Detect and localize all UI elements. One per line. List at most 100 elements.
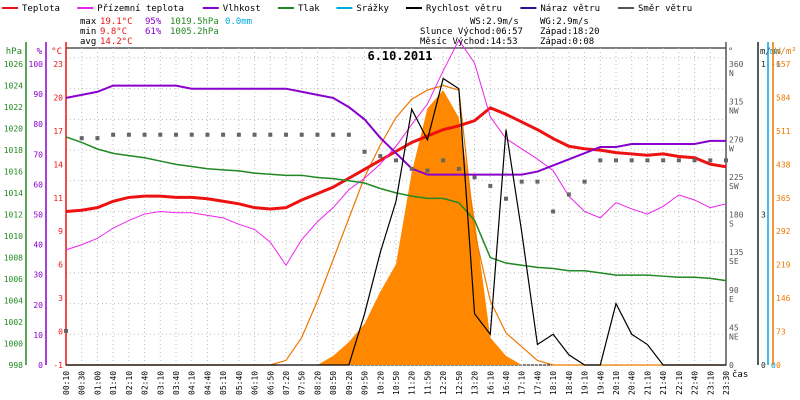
direction-axis-tick: S [729,220,734,229]
x-tick-label: 16:40 [502,371,511,395]
x-tick-label: 09:50 [361,371,370,395]
x-tick-label: 06:50 [266,371,275,395]
stat-label: max [80,17,97,27]
stat-temp: 19.1°C [100,17,133,27]
wind-direction-points [64,132,728,333]
direction-axis-tick: 315 [729,98,744,107]
wind-direction-point [158,132,163,137]
x-tick-label: 04:40 [203,371,212,395]
wind-direction-point [629,158,634,163]
wind-direction-point [378,154,383,159]
moon-info: Měsíc Východ:14:53 [420,37,518,47]
x-tick-label: 23:30 [722,371,731,395]
x-tick-label: 16:10 [486,371,495,395]
hpa-axis-tick: 1002 [4,318,23,327]
direction-axis-tick: SW [729,182,739,191]
x-tick-label: 05:10 [219,371,228,395]
wind-direction-point [441,158,446,163]
wm-axis-tick: 219 [776,261,791,270]
x-tick-label: 00:10 [62,371,71,395]
hpa-axis-tick: 1008 [4,254,23,263]
pct-axis-tick: 70 [33,150,43,159]
x-axis-label: čas [732,369,748,380]
pct-axis-unit: % [37,47,43,57]
x-tick-label: 08:50 [329,371,338,395]
stat-label: avg [80,37,96,47]
wind-direction-point [315,132,320,137]
x-tick-label: 00:30 [78,371,87,395]
x-tick-label: 04:10 [188,371,197,395]
direction-axis-unit: ° [728,47,733,57]
x-tick-label: 06:10 [251,371,260,395]
wind-direction-point [268,132,273,137]
stat-hum: 61% [145,27,162,37]
wind-info: WG:2.9m/s [540,17,589,27]
celsius-axis-tick: 0 [58,328,63,337]
wind-direction-point [661,158,666,163]
wind-direction-point [205,132,210,137]
hpa-axis-tick: 1004 [4,297,23,306]
hpa-axis-tick: 1018 [4,146,23,155]
wind-direction-point [409,166,414,171]
hpa-axis-tick: 1026 [4,60,23,69]
stat-temp: 14.2°C [100,37,133,47]
wind-direction-point [425,168,430,173]
wm-axis-tick: 292 [776,227,791,236]
x-tick-label: 12:50 [455,371,464,395]
direction-axis-tick: W [729,144,734,153]
direction-axis-tick: 135 [729,248,744,257]
direction-axis-tick: 270 [729,135,744,144]
wm-axis-tick: 438 [776,160,791,169]
ms-axis-tick: 0 [761,361,766,370]
pct-axis-tick: 40 [33,241,43,250]
celsius-axis-tick: 17 [53,127,63,136]
wind-direction-point [645,158,650,163]
wind-direction-point [535,179,540,184]
wm-axis-tick: 73 [776,328,786,337]
direction-axis-tick: 360 [729,60,744,69]
x-tick-label: 11:50 [423,371,432,395]
x-tick-label: 01:00 [93,371,102,395]
wind-direction-point [174,132,178,137]
legend-label: Tlak [298,4,320,14]
x-tick-label: 22:40 [691,371,700,395]
wm-axis-tick: 584 [776,93,791,102]
chart-header: Teplota Přízemní teplota Vlhkost Tlak Srážky… [2,4,692,63]
x-tick-label: 22:10 [675,371,684,395]
legend-label: Náraz větru [540,4,600,14]
wind-direction-point [676,158,681,163]
celsius-axis-tick: 9 [58,227,63,236]
wind-direction-point [236,132,241,137]
mm-axis-tick: 0 [771,361,776,370]
wind-direction-point [504,196,508,201]
x-tick-label: 20:40 [628,371,637,395]
wind-direction-point [724,158,728,163]
pct-axis-tick: 100 [29,60,44,69]
pct-axis-tick: 60 [33,180,43,189]
celsius-axis-tick: 3 [58,294,63,303]
wind-direction-point [566,192,571,197]
celsius-axis-tick: 6 [58,261,63,270]
celsius-axis-tick: 14 [53,160,63,169]
direction-axis-tick: NE [729,332,739,341]
wind-direction-point [472,175,477,180]
wind-direction-point [95,136,100,141]
hpa-axis-tick: 998 [9,361,24,370]
sun-info: Slunce Východ:06:57 [420,27,523,37]
pct-axis-tick: 30 [33,271,43,280]
x-tick-label: 07:20 [282,371,291,395]
x-tick-label: 18:40 [565,371,574,395]
hpa-axis-unit: hPa [6,47,22,57]
x-tick-label: 21:40 [659,371,668,395]
x-tick-label: 07:50 [298,371,307,395]
hpa-axis-tick: 1024 [4,82,23,91]
stat-hum: 95% [145,17,162,27]
wm-axis-tick: 146 [776,294,791,303]
x-tick-label: 19:40 [596,371,605,395]
moon-info: Západ:0:08 [540,37,594,47]
wind-direction-point [142,132,147,137]
wm-axis-unit: W/m² [775,47,797,57]
celsius-axis-tick: 11 [53,194,63,203]
x-tick-label: 09:20 [345,371,354,395]
direction-axis-tick: 225 [729,173,744,182]
